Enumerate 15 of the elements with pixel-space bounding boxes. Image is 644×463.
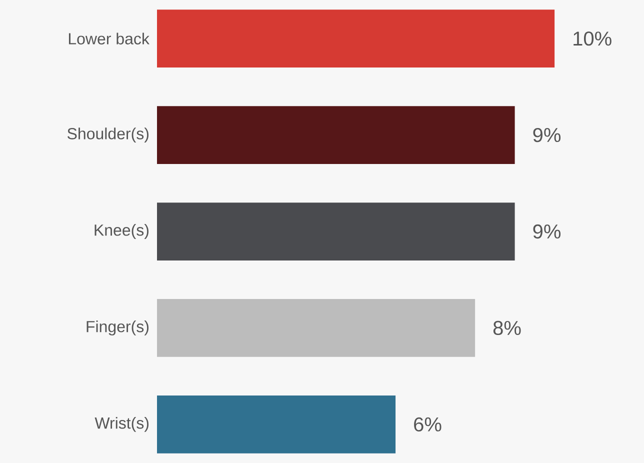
data-label: 10% xyxy=(574,32,612,46)
bar xyxy=(157,10,555,68)
bar xyxy=(157,395,396,454)
y-tick-label: Lower back xyxy=(68,32,150,44)
bar xyxy=(157,299,476,357)
y-tick-label: Finger(s) xyxy=(86,320,148,336)
data-label: 9% xyxy=(533,128,561,142)
data-label: 6% xyxy=(414,417,442,432)
bar xyxy=(157,106,515,164)
y-tick-label: Knee(s) xyxy=(94,224,148,239)
y-tick-label: Shoulder(s) xyxy=(68,128,148,142)
data-label: 8% xyxy=(493,320,521,336)
data-label: 9% xyxy=(533,224,561,239)
y-tick-label: Wrist(s) xyxy=(94,416,148,432)
bar xyxy=(157,202,515,260)
